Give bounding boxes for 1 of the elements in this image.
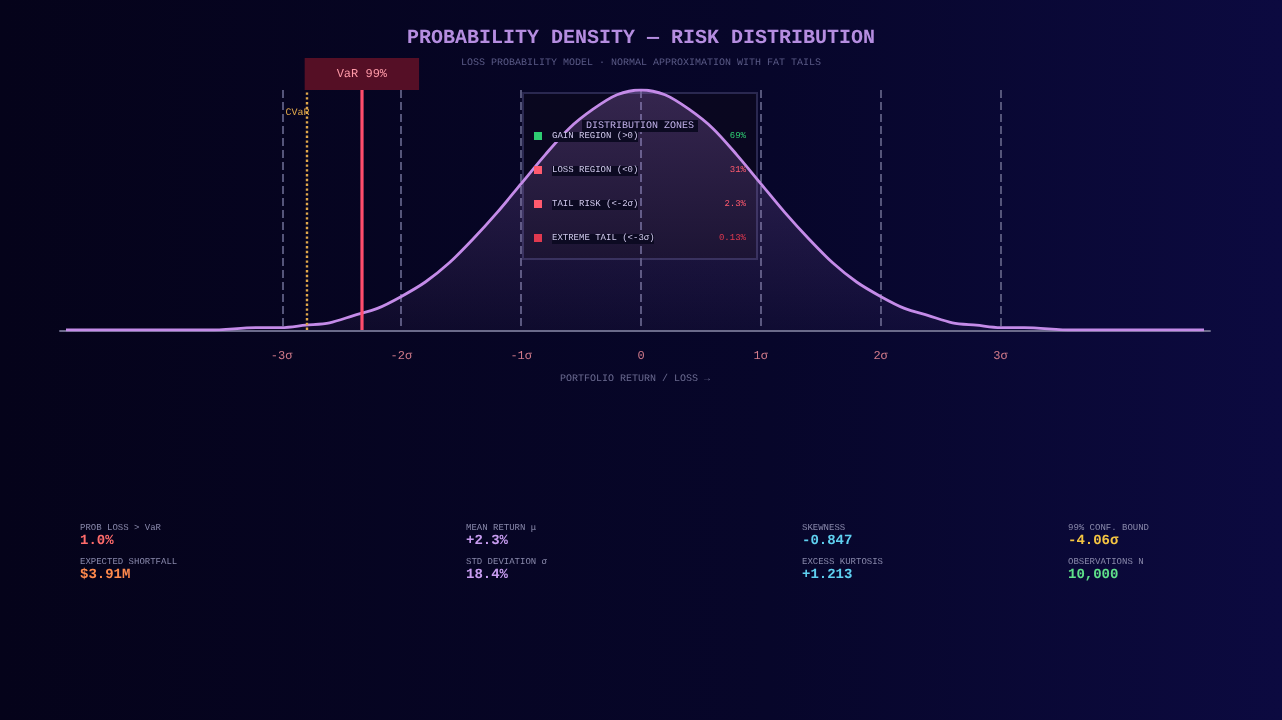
chart-title: PROBABILITY DENSITY — RISK DISTRIBUTION bbox=[406, 29, 876, 51]
